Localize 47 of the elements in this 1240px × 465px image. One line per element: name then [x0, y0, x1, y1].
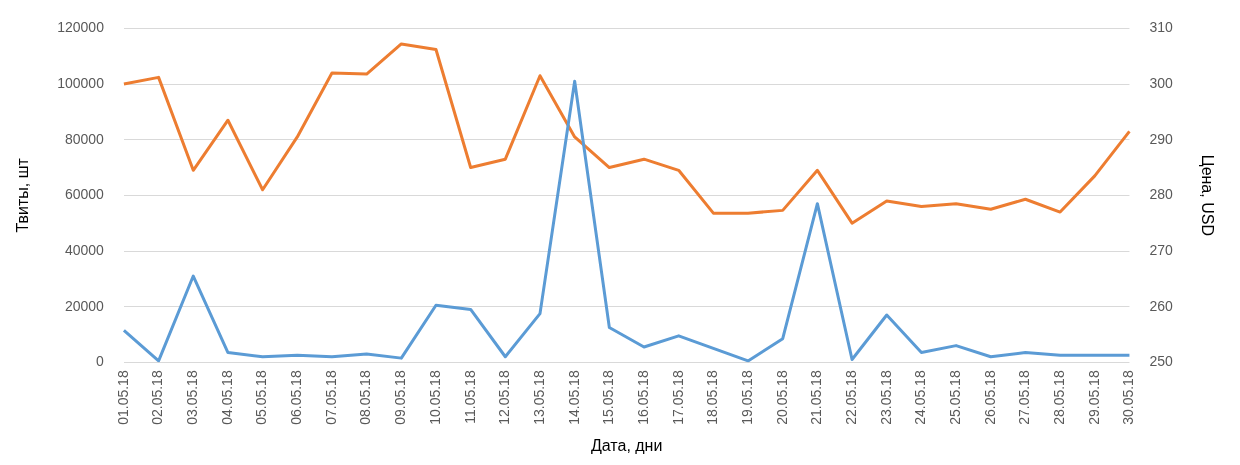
x-tick-label: 13.05.18 — [530, 370, 547, 425]
x-tick-label: 01.05.18 — [114, 370, 131, 425]
x-tick-label: 08.05.18 — [357, 370, 374, 425]
y2-tick-label: 250 — [1149, 353, 1174, 370]
y-tick-label: 100000 — [57, 74, 105, 91]
x-tick-label: 23.05.18 — [877, 370, 894, 425]
y2-axis-title: Цена, USD — [1198, 154, 1216, 236]
x-tick-label: 21.05.18 — [808, 370, 825, 425]
x-tick-label: 10.05.18 — [426, 370, 443, 425]
y-tick-label: 0 — [96, 353, 105, 370]
y2-tick-label: 310 — [1149, 19, 1174, 36]
x-tick-label: 16.05.18 — [634, 370, 651, 425]
x-tick-label: 17.05.18 — [669, 370, 686, 425]
y-tick-label: 20000 — [64, 297, 105, 314]
y2-tick-label: 270 — [1149, 241, 1174, 258]
x-tick-label: 09.05.18 — [392, 370, 409, 425]
x-tick-label: 27.05.18 — [1016, 370, 1033, 425]
y-tick-label: 40000 — [64, 241, 105, 258]
x-tick-label: 15.05.18 — [600, 370, 617, 425]
x-tick-label: 14.05.18 — [565, 370, 582, 425]
x-tick-label: 26.05.18 — [981, 370, 998, 425]
x-tick-label: 22.05.18 — [842, 370, 859, 425]
x-tick-label: 25.05.18 — [946, 370, 963, 425]
y2-tick-label: 280 — [1149, 186, 1174, 203]
x-tick-label: 12.05.18 — [496, 370, 513, 425]
x-tick-label: 11.05.18 — [461, 370, 478, 424]
x-tick-label: 03.05.18 — [184, 370, 201, 425]
y-tick-label: 60000 — [64, 186, 105, 203]
x-axis-title: Дата, дни — [590, 436, 663, 454]
y2-tick-label: 260 — [1149, 297, 1174, 314]
y-tick-label: 120000 — [57, 19, 105, 36]
y-tick-label: 80000 — [64, 130, 105, 147]
x-tick-label: 05.05.18 — [253, 370, 270, 425]
x-tick-label: 28.05.18 — [1050, 370, 1067, 425]
x-tick-label: 04.05.18 — [218, 370, 235, 425]
x-tick-label: 07.05.18 — [322, 370, 339, 425]
x-tick-label: 06.05.18 — [288, 370, 305, 425]
x-tick-label: 29.05.18 — [1085, 370, 1102, 425]
x-tick-label: 18.05.18 — [704, 370, 721, 425]
x-tick-label: 20.05.18 — [773, 370, 790, 425]
x-tick-label: 30.05.18 — [1120, 370, 1137, 425]
y-axis-title: Твиты, шт — [14, 157, 32, 233]
x-tick-label: 24.05.18 — [912, 370, 929, 425]
y2-tick-label: 300 — [1149, 74, 1174, 91]
x-tick-label: 19.05.18 — [738, 370, 755, 425]
y2-tick-label: 290 — [1149, 130, 1174, 147]
x-tick-label: 02.05.18 — [149, 370, 166, 425]
